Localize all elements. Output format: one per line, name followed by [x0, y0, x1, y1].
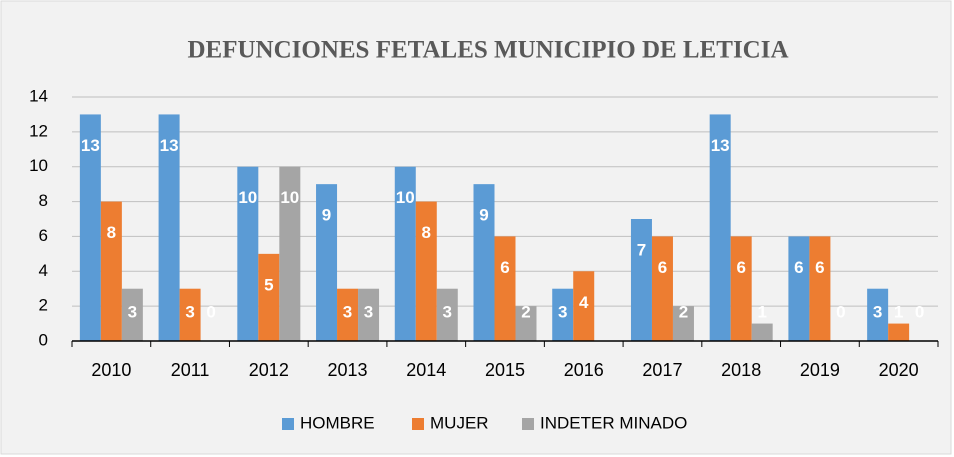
data-label: 0: [836, 302, 845, 321]
data-label: 2: [521, 302, 530, 321]
data-label: 3: [364, 302, 373, 321]
x-tick-label: 2014: [406, 360, 446, 380]
bar: [358, 288, 380, 341]
chart-title: DEFUNCIONES FETALES MUNICIPIO DE LETICIA: [187, 37, 788, 64]
data-label: 3: [185, 302, 194, 321]
bar: [573, 271, 595, 341]
bar: [436, 288, 458, 341]
legend-swatch: [282, 418, 294, 430]
data-label: 9: [479, 206, 488, 225]
y-tick-label: 0: [39, 330, 48, 349]
x-tick-label: 2013: [328, 360, 368, 380]
x-tick-label: 2016: [564, 360, 604, 380]
bar: [258, 253, 280, 341]
bar: [651, 236, 673, 341]
y-tick-label: 12: [29, 121, 48, 140]
data-label: 1: [894, 302, 903, 321]
y-tick-label: 10: [29, 156, 48, 175]
bar: [867, 288, 889, 341]
bar: [473, 184, 495, 341]
bar: [100, 201, 122, 341]
y-tick-label: 6: [39, 226, 48, 245]
data-label: 10: [280, 188, 299, 207]
bar: [158, 114, 180, 341]
x-tick-label: 2020: [879, 360, 919, 380]
data-label: 3: [558, 302, 567, 321]
data-label: 8: [422, 223, 431, 242]
data-label: 13: [711, 136, 730, 155]
x-tick-label: 2012: [249, 360, 289, 380]
data-label: 3: [343, 302, 352, 321]
data-label: 3: [443, 302, 452, 321]
bar: [788, 236, 810, 341]
legend-label: HOMBRE: [300, 413, 375, 432]
y-tick-label: 4: [39, 261, 48, 280]
y-tick-label: 14: [29, 86, 48, 105]
y-tick-label: 2: [39, 296, 48, 315]
y-tick-label: 8: [39, 191, 48, 210]
bar: [179, 288, 201, 341]
data-label: 3: [128, 302, 137, 321]
bar: [316, 184, 338, 341]
data-label: 6: [794, 258, 803, 277]
bar: [672, 306, 694, 341]
bar: [809, 236, 831, 341]
legend-swatch: [522, 418, 534, 430]
bar: [415, 201, 437, 341]
bar: [494, 236, 516, 341]
bar: [394, 166, 416, 341]
bar: [709, 114, 731, 341]
data-label: 6: [815, 258, 824, 277]
data-label: 13: [160, 136, 179, 155]
bar: [888, 323, 910, 341]
data-label: 6: [658, 258, 667, 277]
legend-label: MUJER: [430, 413, 489, 432]
data-label: 7: [637, 240, 646, 259]
bar: [751, 323, 773, 341]
data-label: 9: [322, 206, 331, 225]
data-label: 13: [81, 136, 100, 155]
x-tick-label: 2017: [642, 360, 682, 380]
data-label: 4: [579, 293, 589, 312]
bar: [337, 288, 359, 341]
data-label: 10: [238, 188, 257, 207]
data-label: 2: [679, 302, 688, 321]
data-label: 3: [873, 302, 882, 321]
data-label: 6: [500, 258, 509, 277]
data-label: 5: [264, 275, 273, 294]
bar: [552, 288, 574, 341]
x-tick-label: 2011: [171, 360, 210, 380]
data-label: 8: [107, 223, 116, 242]
data-label: 6: [736, 258, 745, 277]
data-label: 0: [206, 302, 215, 321]
x-tick-label: 2019: [800, 360, 840, 380]
x-tick-label: 2018: [721, 360, 761, 380]
x-tick-label: 2015: [485, 360, 525, 380]
legend-label: INDETER MINADO: [540, 413, 687, 432]
data-label: 0: [915, 302, 924, 321]
data-label: 1: [757, 302, 766, 321]
bar: [630, 219, 652, 341]
data-label: 10: [396, 188, 415, 207]
bar: [79, 114, 101, 341]
x-tick-label: 2010: [91, 360, 131, 380]
bar: [730, 236, 752, 341]
bar: [279, 166, 301, 341]
bar: [515, 306, 537, 341]
legend-swatch: [412, 418, 424, 430]
bar: [237, 166, 259, 341]
bar: [121, 288, 143, 341]
